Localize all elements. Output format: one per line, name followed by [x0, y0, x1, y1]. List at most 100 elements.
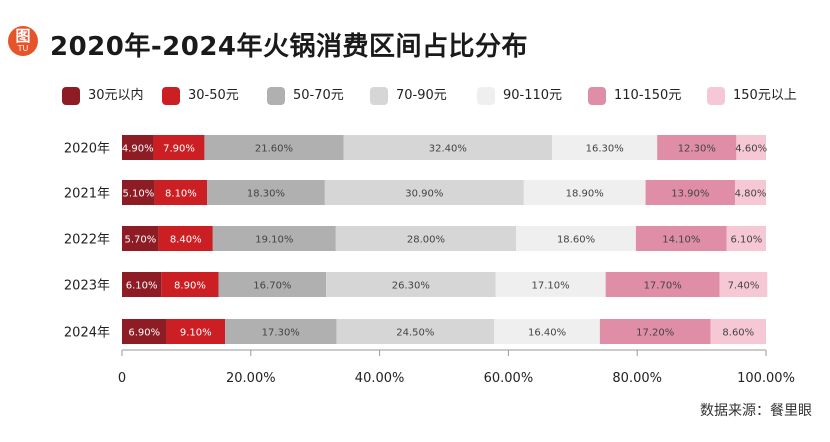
legend-swatch	[267, 87, 285, 105]
data-label: 21.60%	[255, 144, 293, 155]
x-tick-label: 100.00%	[737, 371, 795, 386]
bar-segment	[599, 319, 711, 344]
data-label: 17.20%	[636, 328, 674, 339]
bar-segment	[710, 319, 766, 344]
bar-segment	[336, 319, 495, 344]
legend-swatch	[707, 87, 725, 105]
bar-segment	[225, 319, 337, 344]
bar-segment	[204, 135, 344, 160]
data-label: 6.10%	[126, 281, 158, 292]
legend-swatch	[588, 87, 606, 105]
data-label: 28.00%	[407, 235, 445, 246]
data-label: 16.40%	[528, 328, 566, 339]
data-label: 8.60%	[722, 328, 754, 339]
bar-segment	[122, 180, 155, 205]
data-label: 7.40%	[728, 281, 760, 292]
bar-segment	[324, 180, 524, 205]
legend-swatch	[370, 87, 388, 105]
data-label: 4.80%	[735, 189, 767, 200]
bar-segment	[726, 226, 766, 251]
data-label: 32.40%	[429, 144, 467, 155]
bar-segment	[516, 226, 636, 251]
bar-segment	[605, 272, 720, 297]
bar-segment	[494, 319, 600, 344]
bar-segment	[552, 135, 658, 160]
bar-segment	[657, 135, 737, 160]
legend-label: 70-90元	[396, 88, 447, 103]
chart-title: 2020年-2024年火锅消费区间占比分布	[50, 32, 529, 62]
data-label: 14.10%	[662, 235, 700, 246]
data-label: 24.50%	[396, 328, 434, 339]
data-label: 26.30%	[392, 281, 430, 292]
data-label: 12.30%	[678, 144, 716, 155]
bar-segment	[153, 135, 205, 160]
bar-segment	[212, 226, 336, 251]
data-label: 6.10%	[730, 235, 762, 246]
bar-segment	[207, 180, 325, 205]
legend-label: 90-110元	[503, 88, 563, 103]
brand-logo: 图 TU	[8, 26, 38, 56]
logo-glyph: 图	[15, 27, 31, 45]
data-source-note: 数据来源：餐里眼	[700, 403, 812, 419]
legend-swatch	[477, 87, 495, 105]
data-label: 5.10%	[123, 189, 155, 200]
data-label: 18.30%	[247, 189, 285, 200]
data-label: 16.70%	[253, 281, 291, 292]
x-tick-label: 80.00%	[612, 371, 662, 386]
data-label: 17.70%	[644, 281, 682, 292]
data-label: 17.30%	[262, 328, 300, 339]
stacked-bar-chart: 2020年 4.90% 7.90% 21.60% 32.40% 16.30% 12.30% 4…	[64, 135, 795, 386]
bar-segment	[326, 272, 496, 297]
data-label: 13.90%	[671, 189, 709, 200]
data-label: 5.70%	[124, 235, 156, 246]
x-tick-label: 40.00%	[355, 371, 405, 386]
data-label: 8.40%	[170, 235, 202, 246]
legend-swatch	[62, 87, 80, 105]
data-label: 7.90%	[163, 144, 195, 155]
bar-segment	[122, 135, 154, 160]
data-label: 6.90%	[128, 328, 160, 339]
legend-label: 150元以上	[733, 88, 797, 103]
data-label: 8.90%	[174, 281, 206, 292]
data-label: 4.90%	[122, 144, 154, 155]
bar-segment	[736, 135, 766, 160]
bar-segment	[635, 226, 727, 251]
bar-segment	[645, 180, 736, 205]
logo-subtext: TU	[17, 44, 29, 53]
bar-segment	[122, 319, 167, 344]
bar-segment	[154, 180, 207, 205]
category-label: 2023年	[64, 279, 110, 294]
data-label: 8.10%	[165, 189, 197, 200]
data-label: 30.90%	[405, 189, 443, 200]
data-label: 17.10%	[532, 281, 570, 292]
legend-label: 30元以内	[88, 88, 144, 103]
data-label: 9.10%	[180, 328, 212, 339]
bar-segment	[161, 272, 219, 297]
x-tick-label: 20.00%	[226, 371, 276, 386]
legend-swatch	[162, 87, 180, 105]
category-label: 2020年	[64, 142, 110, 157]
bar-segment	[495, 272, 606, 297]
data-label: 4.60%	[735, 144, 767, 155]
x-tick-label: 0	[118, 371, 126, 386]
bar-segment	[122, 272, 162, 297]
bar-segment	[122, 226, 159, 251]
bar-segment	[218, 272, 327, 297]
legend-label: 30-50元	[188, 88, 239, 103]
legend-label: 50-70元	[293, 88, 344, 103]
data-label: 19.10%	[255, 235, 293, 246]
bar-segment	[523, 180, 646, 205]
bar-segment	[343, 135, 553, 160]
bar-segment	[335, 226, 517, 251]
bar-segment	[166, 319, 226, 344]
bar-segment	[719, 272, 768, 297]
data-label: 18.60%	[557, 235, 595, 246]
bar-segment	[735, 180, 766, 205]
bar-segment	[158, 226, 213, 251]
legend-label: 110-150元	[614, 88, 682, 103]
category-label: 2021年	[64, 187, 110, 202]
x-tick-label: 60.00%	[484, 371, 534, 386]
data-label: 18.90%	[566, 189, 604, 200]
category-label: 2024年	[64, 326, 110, 341]
data-label: 16.30%	[586, 144, 624, 155]
